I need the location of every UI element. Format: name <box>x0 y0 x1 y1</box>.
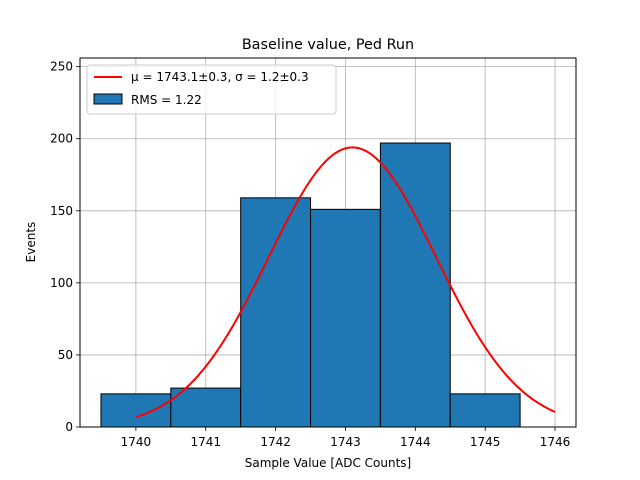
histogram-bar <box>379 142 451 428</box>
plot-frame <box>79 57 577 428</box>
legend-box <box>86 64 337 115</box>
x-tick-label: 1743 <box>330 435 361 449</box>
x-tick-label: 1742 <box>260 435 291 449</box>
histogram-bar <box>170 387 242 428</box>
histogram-bars <box>100 142 521 428</box>
legend-fit-label: μ = 1743.1±0.3, σ = 1.2±0.3 <box>131 70 309 84</box>
legend-histogram-swatch <box>93 93 123 105</box>
histogram-bar <box>310 208 381 428</box>
y-tick-label: 0 <box>65 420 73 434</box>
x-tick-label: 1746 <box>540 435 571 449</box>
legend: μ = 1743.1±0.3, σ = 1.2±0.3 RMS = 1.22 <box>86 64 337 115</box>
histogram-bar <box>240 197 312 428</box>
gaussian-fit-curve <box>135 146 556 419</box>
y-axis-ticks: 0 50 100 150 200 250 <box>50 60 80 434</box>
fit-curve-layer <box>135 146 556 419</box>
x-axis-label: Sample Value [ADC Counts] <box>245 456 411 470</box>
histogram-bar <box>100 393 172 428</box>
chart-title: Baseline value, Ped Run <box>242 37 414 53</box>
x-tick-label: 1741 <box>190 435 221 449</box>
y-tick-label: 100 <box>50 276 73 290</box>
x-tick-label: 1740 <box>121 435 152 449</box>
x-axis-ticks: 1740 1741 1742 1743 1744 1745 1746 <box>121 427 571 449</box>
y-tick-label: 250 <box>50 60 73 74</box>
x-tick-label: 1745 <box>470 435 501 449</box>
x-tick-label: 1744 <box>400 435 431 449</box>
y-tick-label: 200 <box>50 132 73 146</box>
y-tick-label: 150 <box>50 204 73 218</box>
histogram-bar <box>449 393 521 428</box>
y-tick-label: 50 <box>58 348 73 362</box>
legend-rms-label: RMS = 1.22 <box>131 93 202 107</box>
y-axis-label: Events <box>24 222 38 263</box>
